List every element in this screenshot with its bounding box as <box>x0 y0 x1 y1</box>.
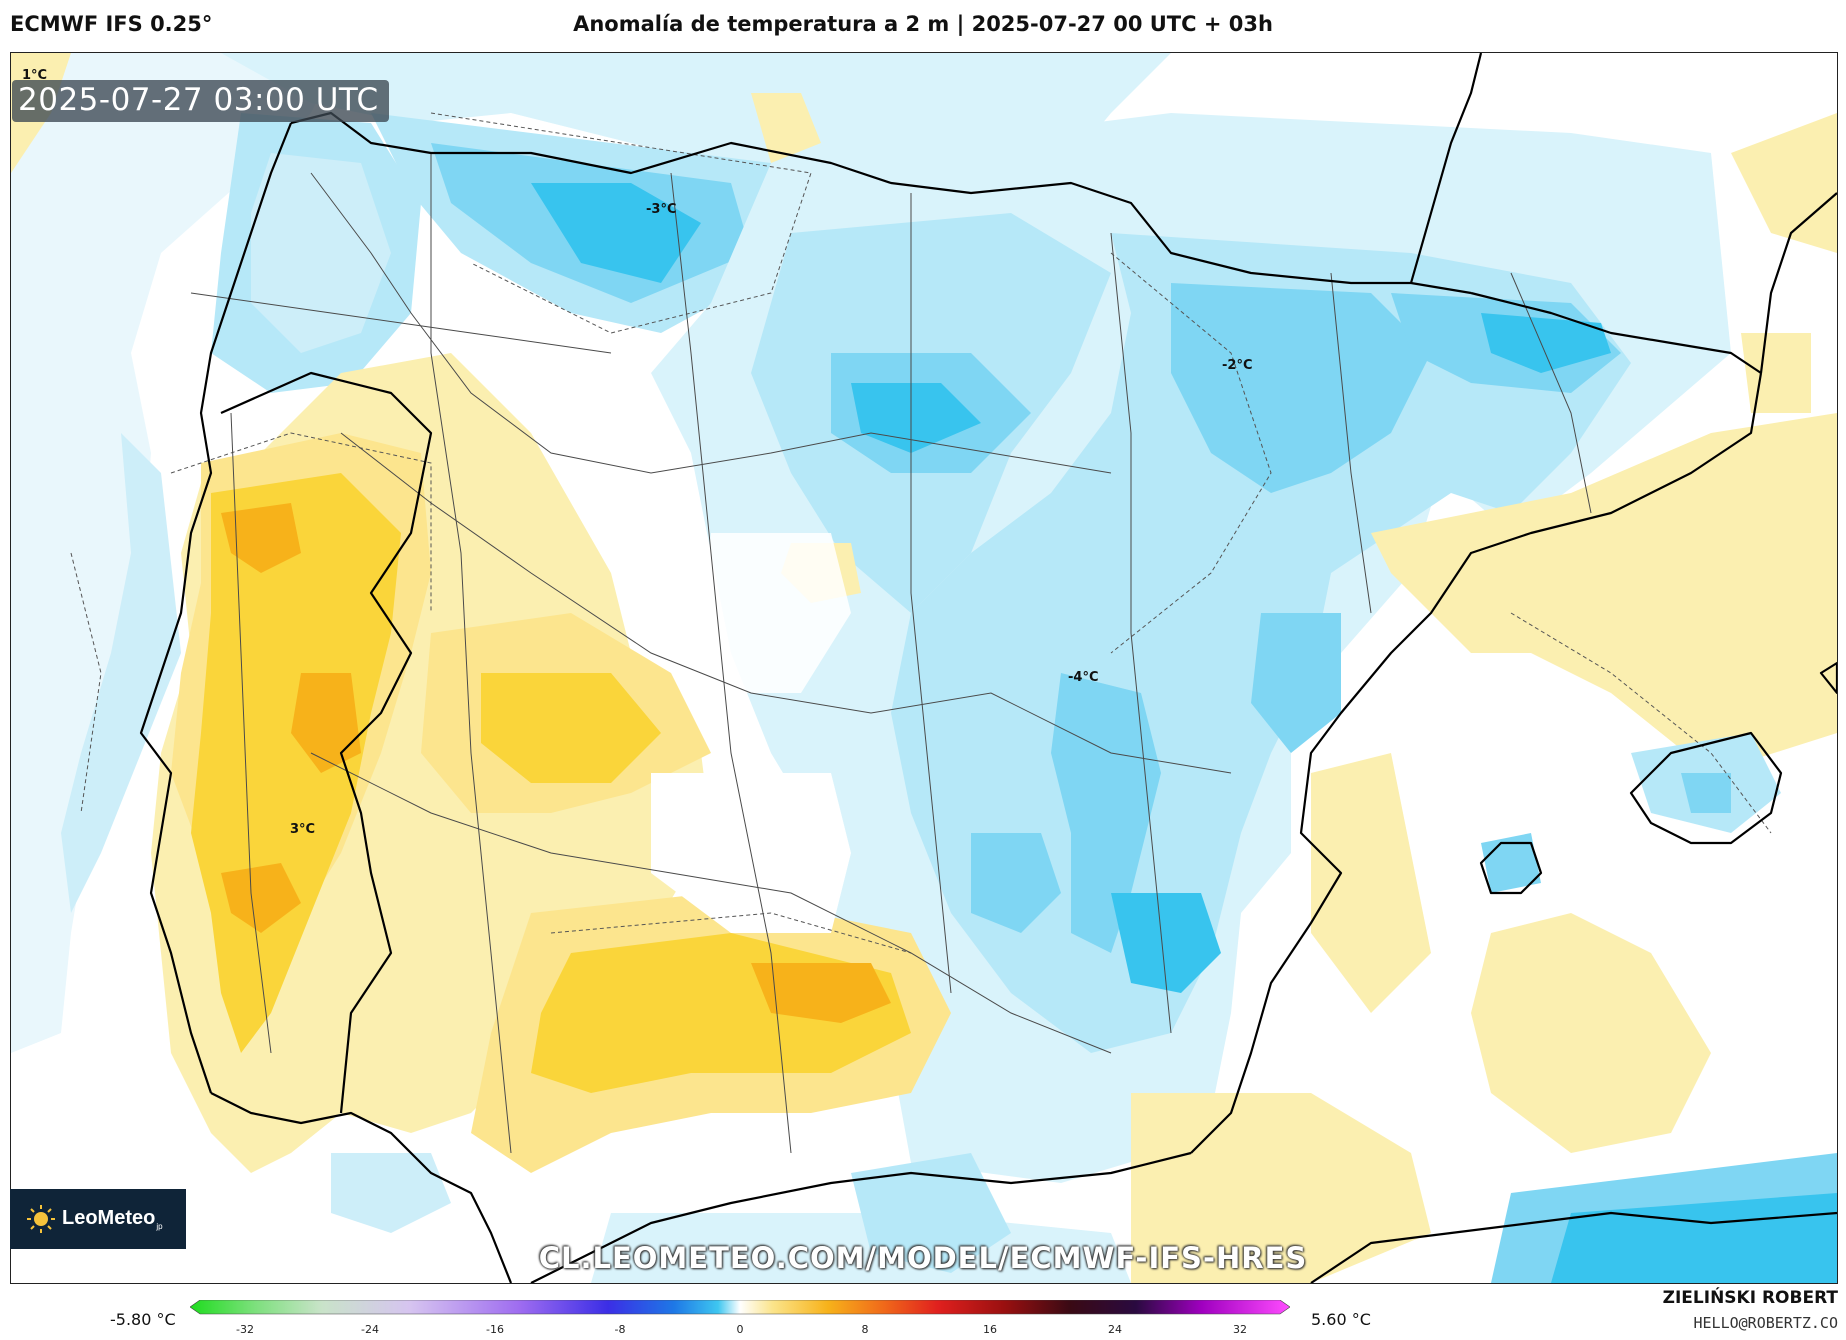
source-url: CL.LEOMETEO.COM/MODEL/ECMWF-IFS-HRES <box>538 1241 1308 1275</box>
color-scale-bar: -32 -24 -16 -8 0 8 16 24 32 <box>190 1300 1290 1336</box>
map-title: Anomalía de temperatura a 2 m | 2025-07-… <box>573 12 1273 36</box>
scale-tick-label: 32 <box>1233 1323 1247 1336</box>
sun-icon <box>26 1204 56 1234</box>
contour-label-4: -4°C <box>1068 670 1099 685</box>
legend-max-value: 5.60 °C <box>1311 1310 1371 1329</box>
leometeo-logo[interactable]: LeoMeteojp <box>10 1189 186 1249</box>
contour-label-2: -3°C <box>646 202 677 217</box>
author-email[interactable]: HELLO@ROBERTZ.CO <box>1693 1314 1839 1332</box>
scale-tick-label: 0 <box>737 1323 744 1336</box>
logo-text: LeoMeteojp <box>62 1207 163 1231</box>
contour-label-3: -2°C <box>1222 358 1253 373</box>
scale-tick-label: -32 <box>236 1323 254 1336</box>
legend-min-value: -5.80 °C <box>110 1310 176 1329</box>
scale-tick-label: -16 <box>486 1323 504 1336</box>
contour-label-5: 3°C <box>290 822 316 837</box>
model-name: ECMWF IFS 0.25° <box>10 12 213 36</box>
scale-tick-label: -8 <box>615 1323 626 1336</box>
author-name: ZIELIŃSKI ROBERT <box>1662 1288 1838 1308</box>
scale-tick-label: 16 <box>983 1323 997 1336</box>
scale-tick-label: -24 <box>361 1323 379 1336</box>
scale-tick-label: 24 <box>1108 1323 1122 1336</box>
scale-tick-label: 8 <box>862 1323 869 1336</box>
valid-time-label: 2025-07-27 03:00 UTC <box>12 80 389 122</box>
temperature-anomaly-map <box>10 52 1838 1284</box>
contour-label-1: 1°C <box>22 68 48 83</box>
